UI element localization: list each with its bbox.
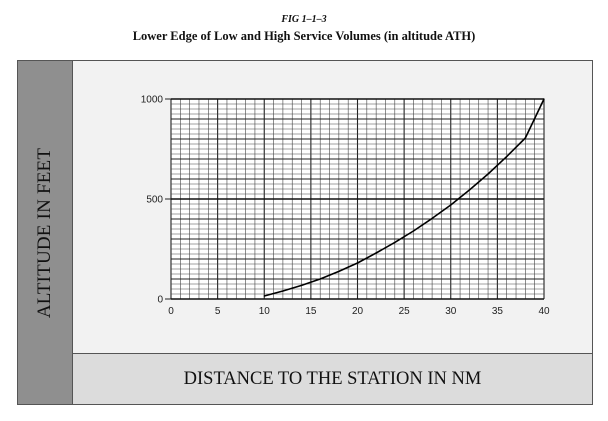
data-point [543,98,545,100]
x-tick-label: 0 [168,306,174,317]
figure-title: Lower Edge of Low and High Service Volum… [132,29,476,43]
data-point [394,241,396,243]
x-tick-label: 20 [352,306,364,317]
y-tick-label: 1000 [141,95,164,106]
data-point [319,278,321,280]
data-point [450,204,452,206]
x-tick-label: 35 [492,306,504,317]
data-point [282,290,284,292]
x-tick-label: 40 [538,306,550,317]
data-point [468,189,470,191]
y-tick-label: 0 [157,295,163,306]
x-tick-label: 15 [305,306,317,317]
data-point [356,262,359,264]
data-point [300,284,303,286]
data-point [375,252,377,254]
y-axis-title-bar: ALTITUDE IN FEET [18,61,73,404]
chart-svg: 0 500 1000 0 5 10 15 20 25 30 35 40 [141,95,550,318]
x-axis-title: DISTANCE TO THE STATION IN NM [183,369,482,389]
chart-frame: ALTITUDE IN FEET 0 500 1000 0 5 10 15 20 25 30 35 4… [17,60,593,405]
data-point [506,156,508,158]
series-line [264,98,545,297]
data-point [338,270,340,272]
data-point [263,295,265,297]
data-point [412,230,415,232]
y-axis-title: ALTITUDE IN FEET [34,147,55,319]
x-tick-label: 25 [399,306,411,317]
x-tick-label: 5 [215,306,221,317]
data-point [524,137,526,139]
plot-area: 0 500 1000 0 5 10 15 20 25 30 35 40 [73,61,592,353]
figure-label: FIG 1–1–3 [281,14,327,25]
data-point [431,217,433,219]
data-point [487,173,489,175]
x-axis-title-bar: DISTANCE TO THE STATION IN NM [73,353,592,404]
x-tick-label: 30 [445,306,457,317]
x-tick-label: 10 [259,306,271,317]
y-tick-label: 500 [146,195,163,206]
